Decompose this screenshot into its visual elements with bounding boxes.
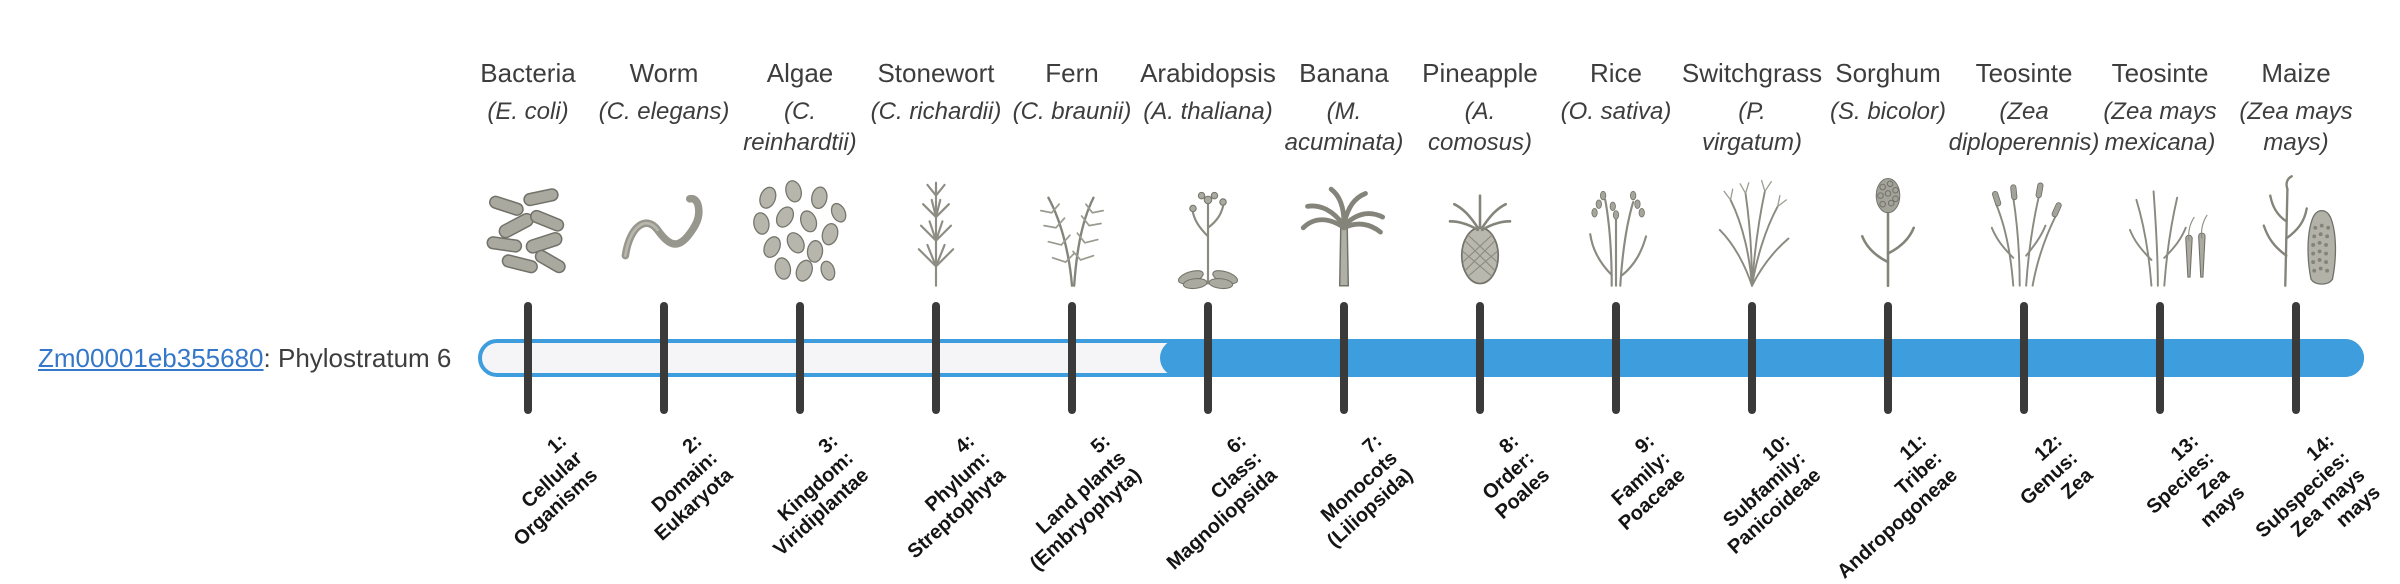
stratum-column: Fern (C. braunii) 5: Land plants (Embryo… <box>1004 0 1146 580</box>
stratum-tick <box>1884 302 1892 414</box>
stratum-label: 7: Monocots (Liliopsida) <box>1317 430 1418 552</box>
organism-common-name: Teosinte <box>1975 58 2073 88</box>
stratum-tick <box>932 302 940 414</box>
organism-scientific-name: (C. reinhardtii) <box>743 98 857 157</box>
stratum-label: 6: Class: Magnoliopsida <box>1162 430 1282 575</box>
stratum-column: Rice (O. sativa) 9: Family: Poaceae <box>1548 0 1690 580</box>
organism-common-name: Rice <box>1589 58 1642 88</box>
stratum-label: 2: Domain: Eukaryota <box>647 430 738 546</box>
organism-scientific-name: (Zea mays mays) <box>2239 98 2353 157</box>
maize-icon <box>2228 170 2364 290</box>
stratum-tick <box>1476 302 1484 414</box>
bacteria-icon <box>460 170 596 290</box>
organism-scientific-name: (M. acuminata) <box>1284 98 1404 157</box>
organism-scientific-name: (Zea mays mexicana) <box>2103 98 2217 157</box>
organism-scientific-name: (C. richardii) <box>870 98 1002 125</box>
gene-id-link[interactable]: Zm00001eb355680 <box>38 343 264 373</box>
stratum-column: Arabidopsis (A. thaliana) 6: Class: Magn… <box>1140 0 1281 580</box>
rice-icon <box>1548 170 1684 290</box>
stratum-tick <box>2020 302 2028 414</box>
stratum-column: Teosinte (Zea mays mexicana) 13: Species… <box>2092 0 2249 580</box>
fern-icon <box>1004 170 1140 290</box>
organism-common-name: Banana <box>1299 58 1389 88</box>
teosinte-diploperennis-icon <box>1956 170 2092 290</box>
gene-label: Zm00001eb355680: Phylostratum 6 <box>38 343 451 374</box>
stratum-label: 10: Subfamily: Panicoideae <box>1719 430 1826 559</box>
stratum-label: 1: Cellular Organisms <box>509 430 602 551</box>
organism-scientific-name: (A. comosus) <box>1427 98 1533 157</box>
organism-common-name: Bacteria <box>480 58 576 88</box>
stratum-label: 4: Phylum: Streptophyta <box>903 430 1010 564</box>
stonewort-icon <box>868 170 1004 290</box>
algae-icon <box>732 170 868 290</box>
organism-scientific-name: (Zea diploperennis) <box>1948 98 2100 157</box>
organism-common-name: Algae <box>766 58 834 88</box>
pineapple-icon <box>1412 170 1548 290</box>
stratum-tick <box>524 302 532 414</box>
stratum-label: 3: Kingdom: Viridiplantae <box>769 430 874 561</box>
organism-common-name: Teosinte <box>2111 58 2209 88</box>
organism-common-name: Arabidopsis <box>1140 58 1276 88</box>
stratum-column: Stonewort (C. richardii) 4: Phylum: Stre… <box>868 0 1010 580</box>
organism-scientific-name: (P. virgatum) <box>1701 98 1803 157</box>
stratum-column: Bacteria (E. coli) 1: Cellular Organisms <box>460 0 601 580</box>
arabidopsis-icon <box>1140 170 1276 290</box>
stratum-tick <box>796 302 804 414</box>
organism-scientific-name: (O. sativa) <box>1560 98 1672 125</box>
stratum-tick <box>660 302 668 414</box>
stratum-label: 12: Genus: Zea <box>2016 430 2098 510</box>
stratum-tick <box>1068 302 1076 414</box>
gene-phylostratum-text: : Phylostratum 6 <box>263 343 452 373</box>
stratum-column: Teosinte (Zea diploperennis) 12: Genus: … <box>1949 0 2100 580</box>
organism-common-name: Worm <box>629 58 699 88</box>
stratum-column: Sorghum (S. bicolor) 11: Tribe: Andropog… <box>1820 0 1962 583</box>
stratum-tick <box>2292 302 2300 414</box>
banana-icon <box>1276 170 1412 290</box>
stratum-column: Switchgrass (P. virgatum) 10: Subfamily:… <box>1682 0 1826 580</box>
organism-common-name: Sorghum <box>1835 58 1941 88</box>
stratum-label: 9: Family: Poaceae <box>1607 430 1690 535</box>
stratum-label: 8: Order: Poales <box>1477 430 1554 524</box>
switchgrass-icon <box>1684 170 1820 290</box>
stratum-column: Banana (M. acuminata) 7: Monocots (Lilio… <box>1276 0 1418 580</box>
stratum-column: Algae (C. reinhardtii) 3: Kingdom: Virid… <box>732 0 873 580</box>
organism-common-name: Maize <box>2261 58 2331 88</box>
organism-common-name: Pineapple <box>1422 58 1538 88</box>
organism-common-name: Switchgrass <box>1681 58 1823 88</box>
stratum-tick <box>1612 302 1620 414</box>
organism-common-name: Stonewort <box>877 58 995 88</box>
stratum-tick <box>2156 302 2164 414</box>
worm-icon <box>596 170 732 290</box>
organism-scientific-name: (E. coli) <box>487 98 569 125</box>
stratum-column: Worm (C. elegans) 2: Domain: Eukaryota <box>596 0 738 580</box>
stratum-column: Pineapple (A. comosus) 8: Order: Poales <box>1412 0 1553 580</box>
organism-scientific-name: (C. elegans) <box>598 98 730 125</box>
stratum-label: 5: Land plants (Embryophyta) <box>1025 430 1146 575</box>
organism-scientific-name: (C. braunii) <box>1012 98 1132 125</box>
stratum-tick <box>1204 302 1212 414</box>
stratum-column: Maize (Zea mays mays) 14: Subspecies: Ze… <box>2228 0 2385 580</box>
stratum-tick <box>1748 302 1756 414</box>
stratum-label: 14: Subspecies: Zea mays mays <box>2251 430 2385 543</box>
teosinte-mexicana-icon <box>2092 170 2228 290</box>
stratum-label: 11: Tribe: Andropogoneae <box>1832 430 1962 584</box>
stratum-tick <box>1340 302 1348 414</box>
organism-scientific-name: (A. thaliana) <box>1143 98 1273 125</box>
organism-scientific-name: (S. bicolor) <box>1829 98 1947 125</box>
organism-common-name: Fern <box>1045 58 1099 88</box>
sorghum-icon <box>1820 170 1956 290</box>
